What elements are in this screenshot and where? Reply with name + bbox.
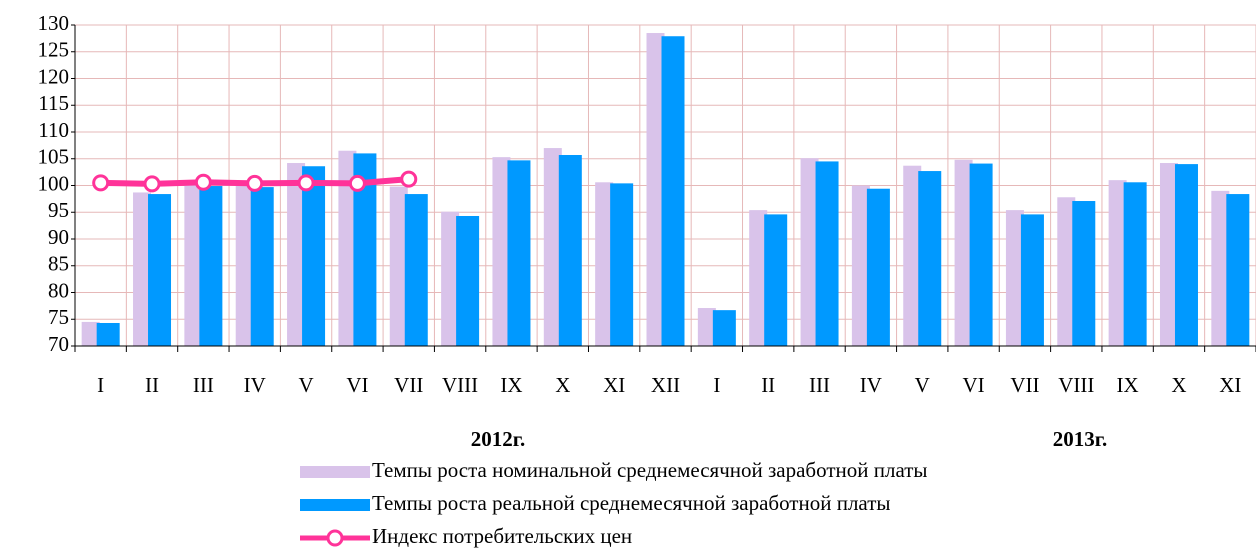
bar xyxy=(389,186,408,346)
legend-swatch xyxy=(326,529,344,547)
x-tick-label: III xyxy=(193,373,214,397)
bar xyxy=(543,148,562,346)
y-tick-label: 80 xyxy=(48,278,69,302)
bar xyxy=(1108,180,1127,346)
x-tick-label: II xyxy=(761,373,775,397)
y-tick-label: 100 xyxy=(38,171,70,195)
x-tick-label: XI xyxy=(603,373,625,397)
x-tick-label: VII xyxy=(1010,373,1039,397)
x-tick-label: V xyxy=(915,373,930,397)
x-tick-label: X xyxy=(1171,373,1186,397)
bar xyxy=(697,308,716,346)
bar xyxy=(507,160,531,346)
bar xyxy=(1005,210,1024,346)
line-marker xyxy=(143,175,161,193)
line-marker xyxy=(194,173,212,191)
x-tick-label: IX xyxy=(1117,373,1139,397)
year-label: 2013г. xyxy=(1053,427,1107,451)
y-tick-label: 115 xyxy=(38,91,69,115)
y-tick-label: 105 xyxy=(38,145,70,169)
line-marker xyxy=(92,174,110,192)
bar xyxy=(96,322,120,346)
bar xyxy=(1020,214,1044,346)
x-tick-label: I xyxy=(713,373,720,397)
bar xyxy=(338,150,357,346)
x-tick-label: XI xyxy=(1219,373,1241,397)
legend-swatch xyxy=(300,466,370,478)
x-tick-label: VIII xyxy=(1058,373,1094,397)
legend-label: Индекс потребительских цен xyxy=(372,524,632,548)
bar xyxy=(800,158,819,346)
bar xyxy=(1123,182,1147,346)
bar xyxy=(903,165,922,346)
bar xyxy=(918,171,942,346)
x-tick-label: IV xyxy=(244,373,266,397)
legend-swatch xyxy=(300,499,370,511)
bar xyxy=(1057,197,1076,346)
bar xyxy=(764,214,788,346)
y-tick-label: 110 xyxy=(38,118,69,142)
x-tick-label: IV xyxy=(860,373,882,397)
y-tick-label: 85 xyxy=(48,252,69,276)
bar xyxy=(1159,163,1178,346)
y-tick-label: 75 xyxy=(48,305,69,329)
bar xyxy=(749,210,768,346)
bar xyxy=(353,153,377,346)
bar xyxy=(441,211,460,346)
x-tick-label: XII xyxy=(651,373,680,397)
line-marker xyxy=(348,174,366,192)
bar xyxy=(712,310,736,346)
bar xyxy=(81,321,100,346)
bar xyxy=(1226,194,1250,346)
line-marker xyxy=(246,174,264,192)
bar xyxy=(1174,164,1198,346)
bar xyxy=(235,185,254,346)
bar xyxy=(1072,201,1096,346)
bar xyxy=(815,161,839,346)
line-marker xyxy=(400,170,418,188)
bar xyxy=(492,157,511,346)
bar xyxy=(456,215,480,346)
y-tick-label: 70 xyxy=(48,332,69,356)
y-tick-label: 120 xyxy=(38,64,70,88)
x-tick-label: V xyxy=(298,373,313,397)
bar xyxy=(558,155,582,346)
bar xyxy=(851,185,870,346)
x-tick-label: VIII xyxy=(442,373,478,397)
bar xyxy=(404,194,428,346)
bar xyxy=(954,159,973,346)
x-tick-label: VI xyxy=(963,373,985,397)
bar xyxy=(133,192,152,346)
y-tick-label: 130 xyxy=(38,11,70,35)
bar xyxy=(1211,190,1230,346)
bar xyxy=(184,183,203,346)
y-tick-label: 90 xyxy=(48,225,69,249)
bar xyxy=(250,187,274,346)
bar xyxy=(969,163,993,346)
x-tick-label: VII xyxy=(394,373,423,397)
bar xyxy=(595,182,614,346)
x-tick-label: X xyxy=(555,373,570,397)
bar xyxy=(199,186,223,346)
legend-label: Темпы роста реальной среднемесячной зара… xyxy=(372,491,891,515)
bar xyxy=(646,33,665,347)
y-tick-label: 125 xyxy=(38,38,70,62)
legend-label: Темпы роста номинальной среднемесячной з… xyxy=(372,458,928,482)
line-marker xyxy=(297,174,315,192)
bar xyxy=(302,166,326,346)
x-tick-label: VI xyxy=(346,373,368,397)
y-tick-label: 95 xyxy=(48,198,69,222)
bar xyxy=(148,194,172,346)
bar xyxy=(661,36,685,347)
x-tick-label: IX xyxy=(500,373,522,397)
bar xyxy=(610,183,634,346)
x-tick-label: III xyxy=(809,373,830,397)
year-label: 2012г. xyxy=(471,427,525,451)
x-tick-label: II xyxy=(145,373,159,397)
bar xyxy=(287,163,306,346)
bar xyxy=(866,188,890,346)
x-tick-label: I xyxy=(97,373,104,397)
